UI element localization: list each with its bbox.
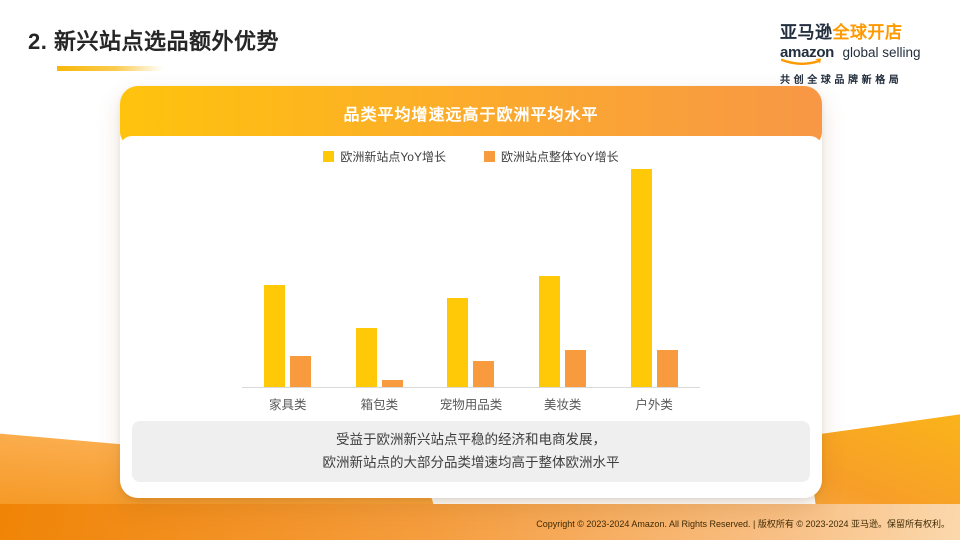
bar-欧洲新站点YoY增长-家具类 <box>264 285 286 387</box>
bar-欧洲新站点YoY增长-美妆类 <box>539 276 561 387</box>
bar-欧洲站点整体YoY增长-户外类 <box>656 350 678 387</box>
bar-欧洲站点整体YoY增长-美妆类 <box>565 350 587 387</box>
category-label-家具类: 家具类 <box>269 398 307 412</box>
category-label-美妆类: 美妆类 <box>543 398 582 412</box>
legend-label: 欧洲新站点YoY增长 <box>340 150 446 164</box>
legend-item-1: 欧洲站点整体YoY增长 <box>484 148 619 165</box>
logo-text-amazon-cn: 亚马逊 <box>780 23 833 42</box>
legend-swatch-icon <box>323 151 335 162</box>
bar-group-箱包类 <box>355 328 403 387</box>
logo-chinese-wordmark: 亚马逊全球开店 <box>780 18 910 43</box>
legend-label: 欧洲站点整体YoY增长 <box>501 150 619 164</box>
title-underline <box>57 66 163 71</box>
amazon-smile-icon <box>781 58 821 65</box>
bar-group-户外类 <box>630 169 678 387</box>
insight-note-panel: 受益于欧洲新兴站点平稳的经济和电商发展， 欧洲新站点的大部分品类增速均高于整体欧… <box>132 421 810 482</box>
legend-swatch-icon <box>484 151 495 162</box>
logo-text-amazon: amazon <box>780 44 835 61</box>
chart-card-body: 欧洲新站点YoY增长 欧洲站点整体YoY增长 家具类 箱包类 宠物用品类 美妆类 户外类 … <box>120 136 822 498</box>
amazon-global-selling-logo: 亚马逊全球开店 amazon global selling 共创全球品牌新格局 <box>780 18 921 86</box>
bar-欧洲站点整体YoY增长-箱包类 <box>381 380 403 387</box>
bar-group-宠物用品类 <box>447 298 495 387</box>
legend-item-0: 欧洲新站点YoY增长 <box>323 148 446 165</box>
page-title: 2. 新兴站点选品额外优势 <box>28 29 279 54</box>
bar-group-家具类 <box>264 285 312 387</box>
category-label-箱包类: 箱包类 <box>360 398 399 412</box>
bar-欧洲站点整体YoY增长-宠物用品类 <box>473 361 495 387</box>
bar-欧洲新站点YoY增长-箱包类 <box>355 328 377 387</box>
bar-chart-plot <box>242 167 700 388</box>
category-label-户外类: 户外类 <box>635 398 673 412</box>
copyright-text: Copyright © 2023-2024 Amazon. All Rights… <box>536 519 950 529</box>
category-axis-labels: 家具类 箱包类 宠物用品类 美妆类 户外类 <box>242 394 700 413</box>
chart-legend: 欧洲新站点YoY增长 欧洲站点整体YoY增长 <box>120 149 822 164</box>
bar-group-美妆类 <box>539 276 587 387</box>
logo-text-global-store-cn: 全球开店 <box>832 23 903 42</box>
logo-english-wordmark: amazon global selling <box>780 44 921 65</box>
category-label-宠物用品类: 宠物用品类 <box>439 398 503 412</box>
insight-note-line2: 欧洲新站点的大部分品类增速均高于整体欧洲水平 <box>322 455 620 470</box>
chart-title: 品类平均增速远高于欧洲平均水平 <box>343 107 599 124</box>
logo-text-global-selling: global selling <box>842 45 921 60</box>
bar-欧洲站点整体YoY增长-家具类 <box>290 356 312 387</box>
insight-note-line1: 受益于欧洲新兴站点平稳的经济和电商发展， <box>336 432 606 447</box>
logo-tagline: 共创全球品牌新格局 <box>780 75 903 86</box>
chart-card: 品类平均增速远高于欧洲平均水平 欧洲新站点YoY增长 欧洲站点整体YoY增长 家具… <box>120 86 822 498</box>
bar-欧洲新站点YoY增长-户外类 <box>630 169 652 387</box>
bottom-orange-strip <box>0 504 960 540</box>
bar-欧洲新站点YoY增长-宠物用品类 <box>447 298 469 387</box>
